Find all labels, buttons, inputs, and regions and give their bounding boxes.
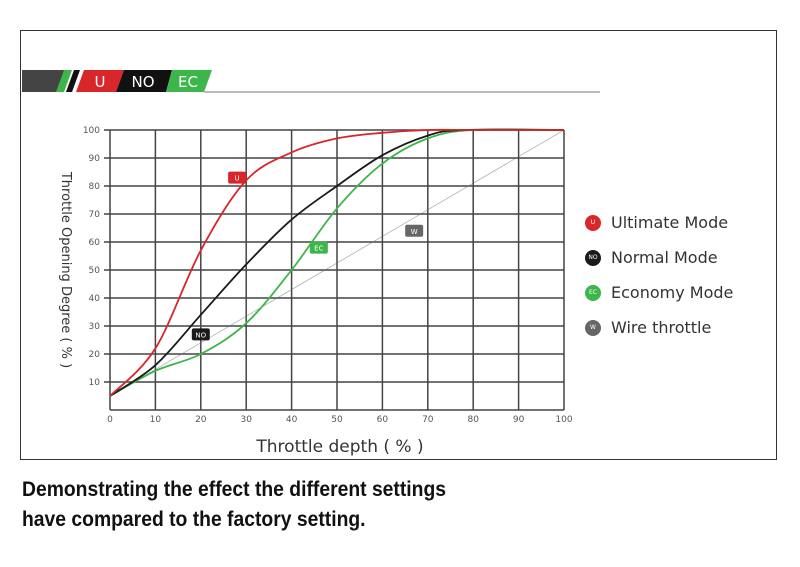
y-tick-label: 80	[89, 182, 101, 192]
y-tick-label: 40	[89, 294, 101, 304]
y-tick-label: 30	[89, 322, 101, 332]
series-badge	[405, 224, 424, 237]
legend-item: NO Normal Mode	[585, 248, 718, 267]
x-tick-label: 10	[150, 415, 162, 425]
logo-ec: EC	[178, 73, 198, 91]
x-tick-label: 90	[513, 415, 525, 425]
legend-dot-icon: W	[585, 319, 601, 336]
series-badge-label: EC	[314, 245, 323, 253]
logo: U NO EC	[22, 70, 600, 93]
series-badge-label: W	[411, 228, 418, 236]
y-tick-label: 90	[89, 154, 101, 164]
legend-label: Economy Mode	[611, 283, 734, 302]
y-tick-label: 70	[89, 210, 101, 220]
legend-label: Wire throttle	[611, 318, 712, 337]
x-tick-label: 80	[467, 415, 479, 425]
y-tick-label: 20	[89, 350, 101, 360]
legend-dot-icon: NO	[585, 249, 601, 266]
x-tick-label: 60	[377, 415, 389, 425]
x-tick-label: 20	[195, 415, 207, 425]
caption-line-2: have compared to the factory setting.	[22, 508, 366, 531]
x-tick-label: 70	[422, 415, 434, 425]
y-tick-label: 50	[89, 266, 101, 276]
legend-dot-icon: EC	[585, 284, 601, 301]
x-tick-label: 0	[107, 415, 113, 425]
legend-label: Normal Mode	[611, 248, 718, 267]
caption-line-1: Demonstrating the effect the different s…	[22, 478, 447, 501]
legend-label: Ultimate Mode	[611, 213, 729, 232]
series-line-ultimate-mode	[109, 128, 564, 397]
y-axis-label: Throttle Opening Degree ( % )	[58, 171, 73, 368]
legend-item: EC Economy Mode	[585, 283, 733, 302]
y-tick-label: 60	[89, 238, 101, 248]
x-tick-label: 50	[331, 415, 343, 425]
logo-u: U	[95, 73, 106, 91]
series-badge	[228, 171, 247, 184]
series-badge	[309, 241, 328, 254]
x-tick-label: 30	[240, 415, 252, 425]
series-line-normal-mode	[109, 128, 565, 397]
legend-dot-icon: U	[585, 214, 601, 231]
x-axis-label: Throttle depth ( % )	[255, 437, 423, 457]
series-line-wire-throttle	[109, 129, 565, 397]
series-badge-label: NO	[195, 331, 206, 339]
legend-item: U Ultimate Mode	[585, 213, 728, 232]
series-line-economy-mode	[109, 128, 565, 397]
series-badge-label: U	[235, 175, 240, 183]
logo-no: NO	[131, 73, 154, 91]
series-badge	[191, 328, 210, 341]
legend-item: W Wire throttle	[585, 318, 711, 337]
chart-frame	[20, 30, 777, 460]
x-tick-label: 100	[555, 415, 572, 425]
y-tick-label: 10	[89, 378, 101, 388]
y-tick-label: 100	[83, 126, 100, 136]
x-tick-label: 40	[286, 415, 298, 425]
